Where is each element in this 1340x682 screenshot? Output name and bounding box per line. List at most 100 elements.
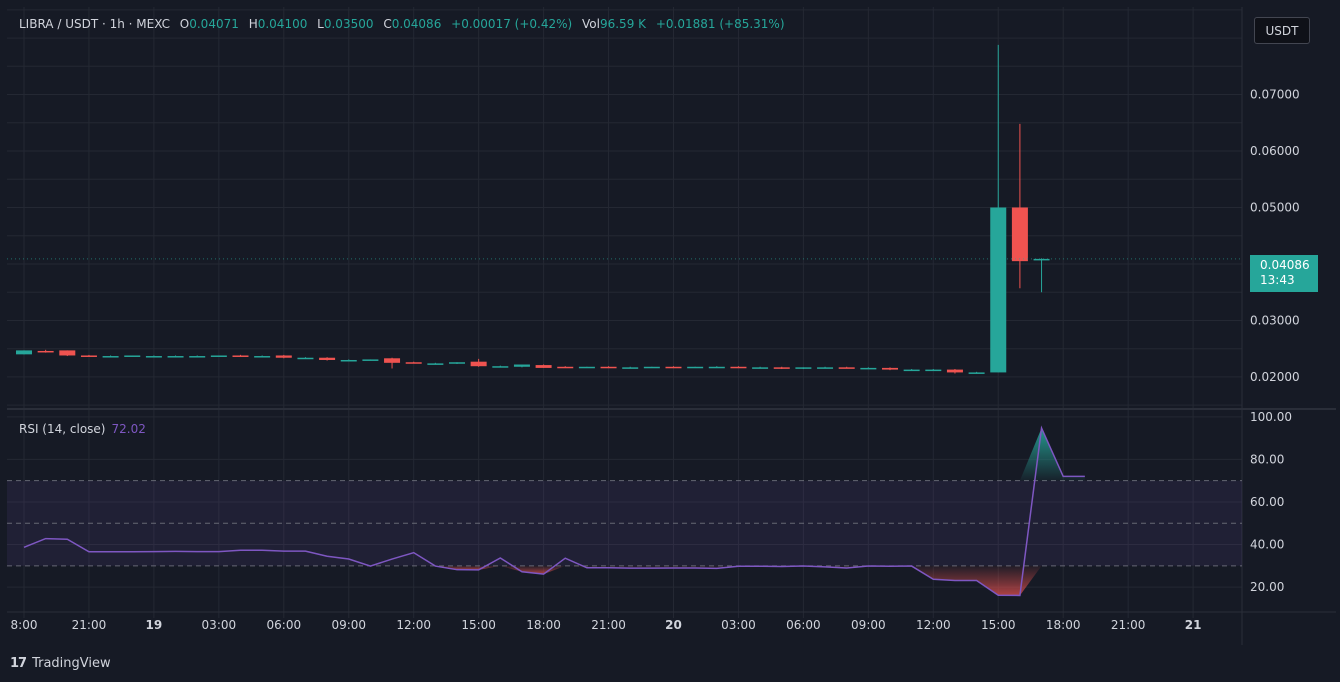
candle-body bbox=[275, 355, 292, 358]
candle bbox=[16, 350, 32, 355]
time-tick-label: 12:00 bbox=[916, 618, 951, 632]
candle-body bbox=[860, 367, 877, 370]
candle bbox=[167, 355, 184, 358]
candle-body bbox=[795, 367, 812, 369]
candle-body bbox=[167, 356, 184, 358]
candle-body bbox=[708, 366, 725, 369]
chart-svg[interactable]: 0.07000 0.06000 0.05000 0.03000 0.02000 100.0… bbox=[7, 7, 1336, 645]
candle-body bbox=[557, 366, 574, 369]
candle bbox=[578, 366, 595, 369]
rsi-legend[interactable]: RSI (14, close) 72.02 bbox=[19, 422, 146, 436]
candle bbox=[773, 366, 790, 370]
time-tick-label: 21:00 bbox=[72, 618, 107, 632]
time-tick-label: 09:00 bbox=[851, 618, 886, 632]
time-tick-label: 03:00 bbox=[721, 618, 756, 632]
candle-body bbox=[59, 350, 76, 356]
candle-body bbox=[319, 357, 336, 360]
rsi-oversold-fill bbox=[565, 565, 1042, 596]
symbol-legend: LIBRA / USDT · 1h · MEXC O0.04071 H0.041… bbox=[19, 17, 785, 31]
legend-volume-label: Vol bbox=[582, 17, 600, 31]
candle bbox=[838, 366, 855, 369]
rsi-oversold-fill bbox=[413, 565, 501, 570]
rsi-legend-label: RSI (14, close) bbox=[19, 422, 106, 436]
candle-body bbox=[492, 366, 509, 368]
candle-body bbox=[600, 366, 617, 369]
candle bbox=[708, 366, 725, 369]
candle bbox=[535, 364, 552, 368]
candle bbox=[1011, 123, 1028, 289]
legend-high-label: H bbox=[248, 17, 258, 31]
candle-body bbox=[513, 364, 530, 367]
time-tick-label: 19 bbox=[146, 618, 163, 632]
candle-body bbox=[80, 355, 97, 357]
bar-countdown: 13:43 bbox=[1260, 273, 1295, 287]
candle-body bbox=[362, 359, 379, 361]
candle-body bbox=[210, 355, 227, 357]
time-tick-label: 18:00 bbox=[526, 618, 561, 632]
last-price-tag: 0.04086 13:43 bbox=[1250, 255, 1318, 292]
rsi-tick-label: 20.00 bbox=[1250, 580, 1284, 594]
candle-body bbox=[189, 356, 206, 358]
candle-body bbox=[925, 369, 942, 372]
candle-body bbox=[232, 355, 249, 357]
candle-body bbox=[882, 367, 898, 370]
candle bbox=[232, 354, 249, 357]
candle-body bbox=[102, 356, 119, 358]
candle bbox=[362, 359, 379, 361]
candle bbox=[730, 366, 747, 369]
rsi-tick-label: 100.00 bbox=[1250, 410, 1292, 424]
candle bbox=[903, 369, 920, 372]
candle-body bbox=[687, 366, 704, 369]
legend-high-value: 0.04100 bbox=[257, 17, 308, 31]
candle bbox=[1033, 258, 1050, 293]
candle bbox=[102, 355, 119, 358]
candle bbox=[275, 354, 292, 359]
candle bbox=[297, 357, 314, 360]
candle-body bbox=[254, 356, 271, 358]
candle bbox=[319, 357, 336, 361]
rsi-background-band bbox=[7, 480, 1242, 566]
rsi-overbought-fill bbox=[1019, 428, 1085, 481]
candle-body bbox=[622, 367, 639, 369]
candle bbox=[513, 364, 530, 368]
rsi-tick-label: 40.00 bbox=[1250, 538, 1284, 552]
candle-body bbox=[730, 366, 747, 369]
candle-body bbox=[405, 362, 422, 364]
candle-body bbox=[1011, 207, 1028, 262]
tradingview-logo[interactable]: 17 TradingView bbox=[10, 656, 111, 671]
candle bbox=[59, 350, 76, 357]
candle bbox=[427, 362, 444, 365]
price-tick-label: 0.03000 bbox=[1250, 313, 1300, 327]
candle-body bbox=[752, 367, 769, 369]
time-tick-label: 06:00 bbox=[267, 618, 302, 632]
rsi-tick-label: 80.00 bbox=[1250, 452, 1284, 466]
candle bbox=[124, 355, 141, 357]
candle-body bbox=[817, 367, 834, 369]
time-tick-label: 06:00 bbox=[786, 618, 821, 632]
candle-body bbox=[535, 365, 552, 368]
last-price-value: 0.04086 bbox=[1260, 258, 1310, 272]
price-tick-label: 0.06000 bbox=[1250, 144, 1300, 158]
price-tick-label: 0.07000 bbox=[1250, 88, 1300, 102]
candle-body bbox=[145, 356, 162, 358]
candle-body bbox=[903, 369, 920, 372]
currency-button[interactable]: USDT bbox=[1254, 17, 1310, 44]
price-tick-label: 0.05000 bbox=[1250, 201, 1300, 215]
time-tick-label: 20 bbox=[665, 618, 682, 632]
candle-body bbox=[124, 355, 141, 357]
time-tick-label: 09:00 bbox=[331, 618, 366, 632]
candle-body bbox=[340, 359, 357, 362]
candle-body bbox=[470, 361, 487, 367]
candle bbox=[189, 355, 206, 358]
chart-area[interactable]: 0.07000 0.06000 0.05000 0.03000 0.02000 100.0… bbox=[7, 7, 1336, 645]
time-tick-label: 21 bbox=[1185, 618, 1202, 632]
candle bbox=[687, 366, 704, 369]
candle bbox=[449, 362, 465, 364]
legend-low-label: L bbox=[317, 17, 324, 31]
legend-low-value: 0.03500 bbox=[323, 17, 374, 31]
legend-symbol[interactable]: LIBRA / USDT · 1h · MEXC bbox=[19, 17, 170, 31]
candle bbox=[470, 358, 487, 367]
candle-body bbox=[665, 366, 682, 369]
time-tick-label: 15:00 bbox=[461, 618, 496, 632]
